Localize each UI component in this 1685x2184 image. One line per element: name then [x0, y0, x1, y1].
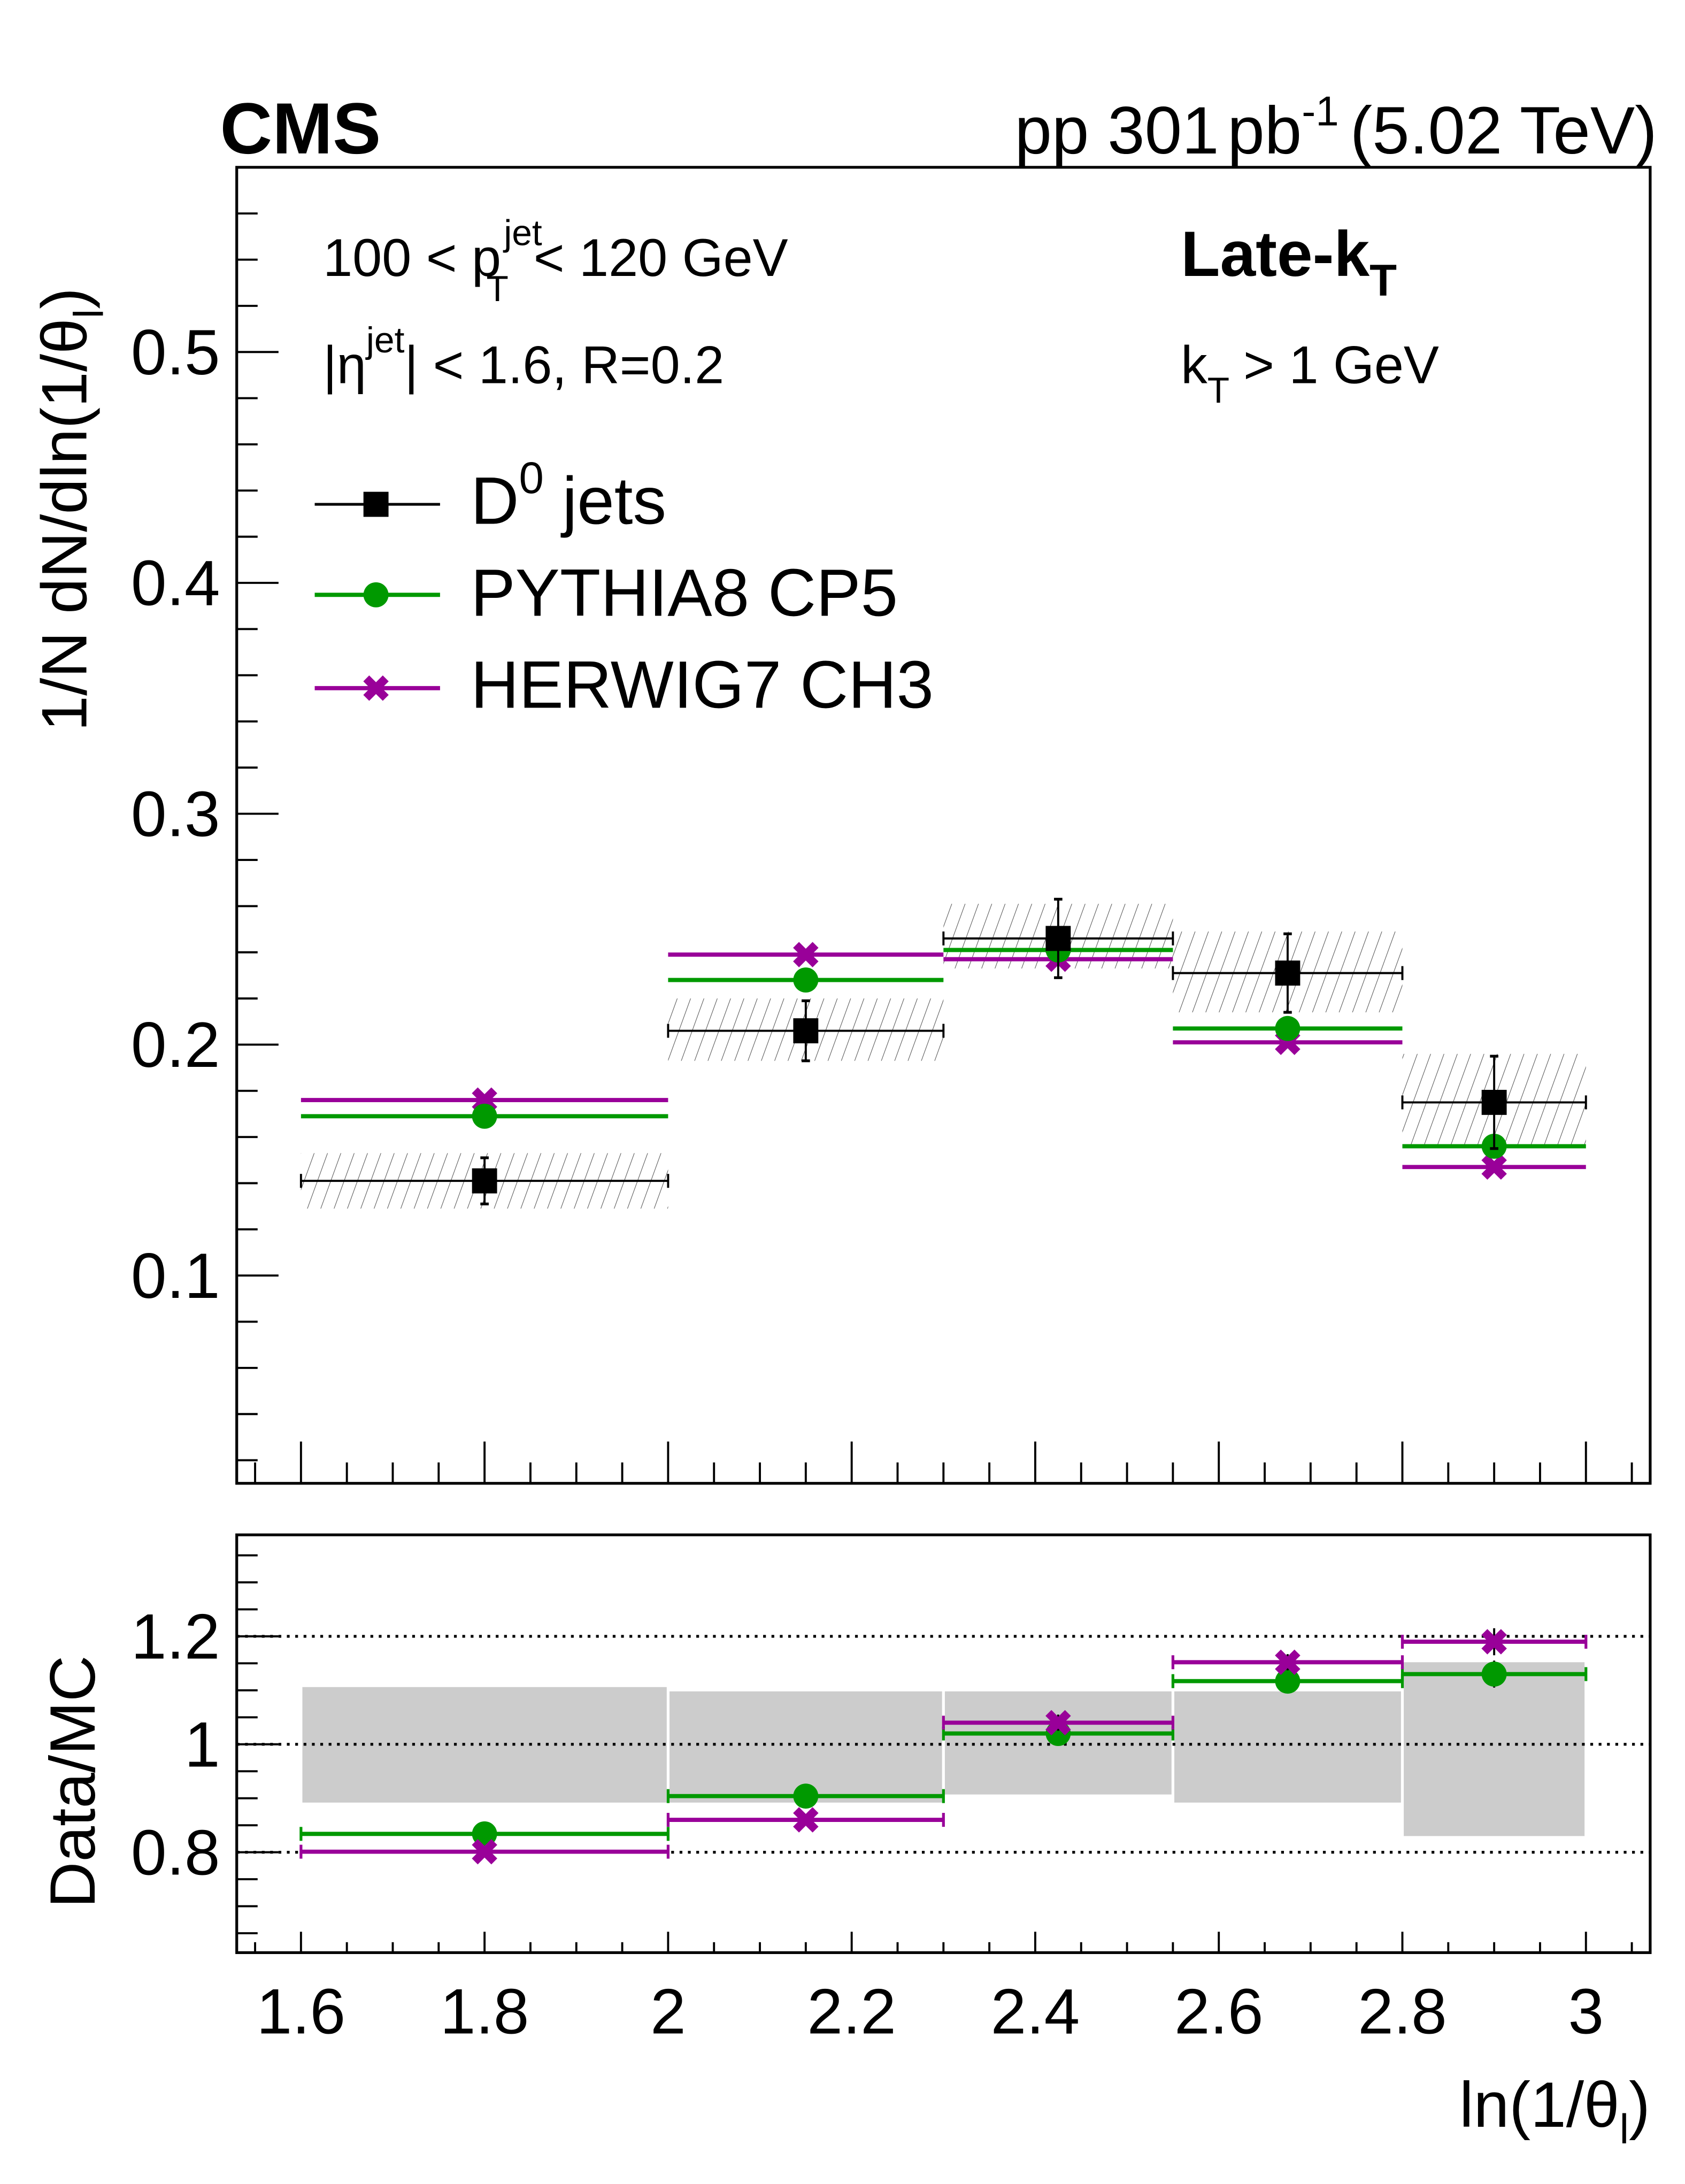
x-tick-label: 2.2 — [807, 1976, 896, 2047]
mode-label: Late-kT — [1181, 219, 1397, 305]
cms-label: CMS — [220, 88, 381, 169]
pythia-point — [1275, 1016, 1301, 1041]
x-tick-label: 2.4 — [991, 1976, 1080, 2047]
y-tick-label: 0.1 — [131, 1241, 220, 1312]
x-axis-title: ln(1/θl) — [1459, 2070, 1650, 2152]
data-point — [1481, 1089, 1507, 1115]
ratio-plot: 0.8 1 1.2 1.6 1.8 2 2.2 2.4 2.6 2.8 3 — [131, 1554, 1650, 2047]
ratio-y-axis-title: Data/MC — [37, 1655, 109, 1908]
y-tick-label: 0.2 — [131, 1010, 220, 1081]
legend-entry-pythia: PYTHIA8 CP5 — [314, 556, 898, 630]
herwig-ratio-point — [1275, 1649, 1301, 1675]
herwig-point — [793, 942, 819, 967]
eta-cut-label: |ηjet| < 1.6, R=0.2 — [323, 320, 724, 394]
svg-text:D0 jets: D0 jets — [471, 453, 666, 538]
cross-marker-icon — [363, 675, 389, 701]
pythia-ratio-point — [793, 1783, 819, 1809]
svg-text:HERWIG7 CH3: HERWIG7 CH3 — [471, 648, 934, 722]
legend-entry-herwig: HERWIG7 CH3 — [314, 648, 934, 722]
herwig-ratio-point — [1481, 1629, 1507, 1655]
circle-marker-icon — [363, 582, 389, 607]
main-plot: 0.1 0.2 0.3 0.4 0.5 — [131, 212, 1633, 1483]
y-tick-label: 0.5 — [131, 317, 220, 388]
pt-cut-label: 100 < p jet T< 120 GeV — [323, 213, 788, 309]
svg-text:PYTHIA8 CP5: PYTHIA8 CP5 — [471, 556, 898, 630]
lumi-label: pp 301 pb-1 (5.02 TeV) — [1014, 88, 1657, 168]
x-tick-label: 1.8 — [440, 1976, 529, 2047]
herwig-ratio-point — [1045, 1710, 1071, 1736]
data-uncertainty-band — [1404, 1662, 1585, 1836]
ratio-y-tick-label: 1 — [184, 1709, 220, 1780]
data-point — [1045, 926, 1071, 951]
data-point — [793, 1018, 819, 1043]
ratio-y-tick-label: 1.2 — [131, 1602, 220, 1673]
ratio-y-tick-label: 0.8 — [131, 1817, 220, 1888]
data-point — [1275, 960, 1301, 986]
herwig-ratio-point — [472, 1839, 497, 1865]
y-tick-label: 0.4 — [131, 548, 220, 619]
herwig-ratio-point — [793, 1807, 819, 1833]
pythia-ratio-point — [1275, 1668, 1301, 1694]
x-tick-label: 2.8 — [1358, 1976, 1447, 2047]
x-tick-label: 1.6 — [257, 1976, 346, 2047]
pythia-point — [472, 1103, 497, 1129]
x-tick-label: 2.6 — [1174, 1976, 1264, 2047]
y-tick-label: 0.3 — [131, 779, 220, 850]
main-y-axis-title: 1/N dN/dln(1/θl) — [29, 288, 112, 732]
legend-entry-data: D0 jets — [314, 453, 666, 539]
x-tick-label: 3 — [1568, 1976, 1604, 2047]
legend: D0 jets PYTHIA8 CP5 HERWIG7 CH3 — [314, 453, 934, 722]
square-marker-icon — [363, 491, 389, 517]
herwig-point — [1481, 1154, 1507, 1180]
data-uncertainty-band — [1174, 1691, 1401, 1803]
pythia-point — [793, 967, 819, 993]
data-point — [472, 1168, 497, 1194]
pythia-ratio-point — [1481, 1662, 1507, 1687]
data-uncertainty-band — [302, 1687, 667, 1803]
x-tick-label: 2 — [650, 1976, 686, 2047]
kt-cut-label: kT > 1 GeV — [1181, 335, 1439, 410]
